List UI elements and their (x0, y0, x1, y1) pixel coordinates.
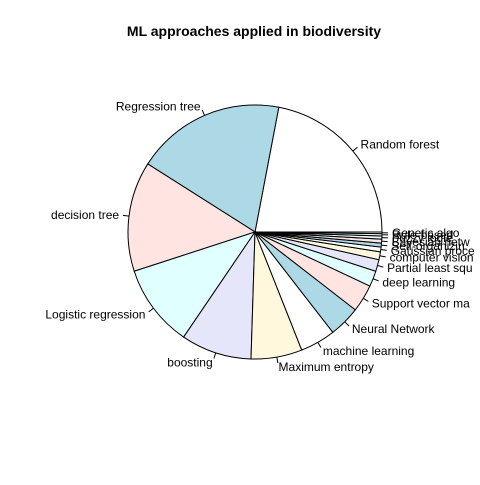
pie-label-tick (345, 322, 349, 326)
pie-label-genetic-algo: Genetic algo (392, 226, 460, 240)
pie-label-deep-learning: deep learning (382, 275, 455, 289)
pie-label-tick (373, 279, 379, 281)
pie-slices (128, 105, 382, 359)
pie-label-regression-tree: Regression tree (116, 99, 201, 113)
chart-title: ML approaches applied in biodiversity (127, 23, 381, 39)
pie-label-tick (381, 245, 387, 246)
pie-label-tick (380, 256, 386, 257)
pie-label-support-vector-ma: Support vector ma (372, 297, 470, 311)
pie-label-tick (353, 147, 358, 151)
pie-label-tick (214, 353, 216, 359)
pie-label-tick (318, 342, 321, 347)
pie-label-tick (381, 250, 387, 251)
pie-label-tick (149, 308, 154, 312)
pie-label-maximum-entropy: Maximum entropy (279, 360, 374, 374)
pie-label-machine-learning: machine learning (323, 344, 414, 358)
pie-label-tick (378, 266, 384, 268)
pie-label-random-forest: Random forest (361, 138, 440, 152)
pie-label-logistic-regression: Logistic regression (45, 307, 145, 321)
pie-label-tick (363, 298, 368, 301)
pie-label-tick (123, 215, 129, 216)
pie-label-neural-network: Neural Network (352, 322, 436, 336)
pie-label-tick (202, 110, 204, 116)
pie-label-decision-tree: decision tree (51, 208, 119, 222)
pie-label-boosting: boosting (167, 355, 212, 369)
